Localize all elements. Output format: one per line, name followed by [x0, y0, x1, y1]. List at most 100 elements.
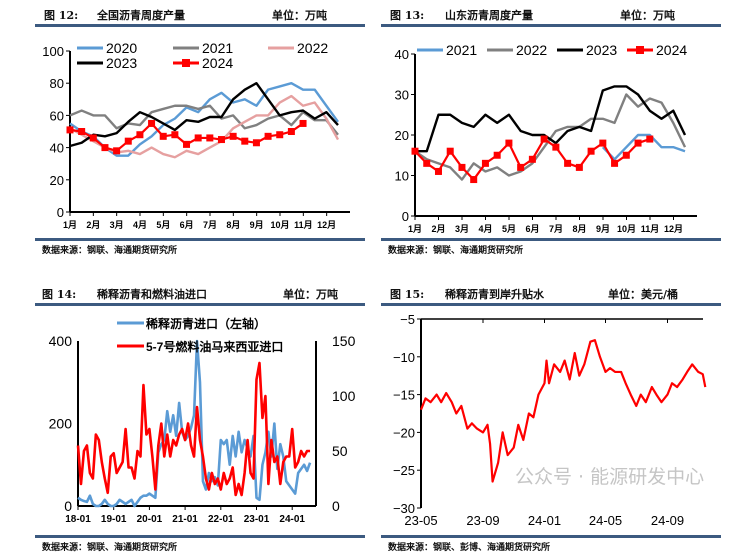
fig12-legend-label: 2022 — [297, 40, 328, 56]
fig13-x-tick-label: 7月 — [549, 224, 563, 234]
fig13-y-tick-label: 20 — [395, 128, 409, 143]
fig14-y-tick-label: 200 — [49, 416, 73, 432]
fig14-rule — [35, 303, 365, 306]
fig15-unit: 单位：美元/桶 — [608, 288, 679, 301]
fig13-series-2024-marker — [575, 163, 583, 171]
fig12-series-2024-marker — [101, 144, 109, 152]
fig13-series-2024-marker — [646, 135, 654, 143]
fig12-series-2024-marker — [299, 119, 307, 127]
fig13-series-2024-marker — [446, 147, 454, 155]
fig13-bottom-rule — [381, 238, 721, 241]
fig12-series-2024-marker — [89, 134, 97, 142]
fig14-unit: 单位：万吨 — [283, 288, 338, 301]
fig15-y-tick-label: −25 — [393, 463, 415, 478]
fig12-title: 全国沥青周度产量 — [97, 9, 185, 22]
fig13-series-2024-marker — [587, 147, 595, 155]
fig13-series-2024-marker — [470, 176, 478, 184]
fig13-series-2024-marker — [552, 143, 560, 151]
fig13-series-2024-marker — [528, 155, 536, 163]
fig12-y-tick-label: 20 — [50, 173, 64, 188]
fig12-bottom-rule — [35, 238, 365, 241]
fig12-legend-marker — [182, 59, 190, 67]
fig13-series-2024-marker — [540, 135, 548, 143]
fig15-number: 图 15: — [390, 288, 425, 301]
fig13-y-tick-label: 10 — [395, 169, 409, 184]
fig12-series-2024-marker — [287, 128, 295, 135]
fig14-y2-tick-label: 150 — [332, 333, 356, 349]
fig14-bottom-rule — [35, 535, 365, 538]
fig13-series-2024-marker — [599, 139, 607, 147]
fig14-x-tick-label: 19-01 — [101, 514, 127, 525]
fig13-series-2024-marker — [481, 159, 489, 167]
fig12-y-tick-label: 40 — [50, 141, 64, 156]
fig12-series-2024-marker — [276, 131, 284, 139]
fig14-x-tick-label: 18-01 — [65, 514, 91, 525]
fig13-series-2024-marker — [505, 139, 513, 147]
fig13-x-tick-label: 5月 — [502, 224, 516, 234]
fig13-legend-marker — [636, 46, 644, 54]
fig14-y-tick-label: 0 — [64, 498, 72, 514]
fig12-series-2024-marker — [217, 136, 225, 144]
fig12-series-2024-marker — [171, 131, 179, 139]
fig12-legend-label: 2020 — [106, 40, 137, 56]
fig15-rule — [381, 303, 721, 306]
fig12-series-2024-marker — [264, 132, 272, 140]
fig13-x-tick-label: 11月 — [641, 224, 660, 234]
fig14-y2-tick-label: 0 — [332, 498, 340, 514]
fig12-series-2024-marker — [124, 137, 132, 145]
fig15-y-tick-label: −5 — [400, 312, 415, 327]
fig13-series-2024-marker — [423, 159, 431, 167]
fig12-series-2023-line — [69, 81, 339, 148]
fig15-x-tick-label: 24-09 — [651, 513, 684, 528]
fig14-legend-label: 稀释沥青进口（左轴） — [146, 316, 266, 331]
fig12-y-tick-label: 100 — [42, 44, 64, 59]
fig15-title: 稀释沥青到岸升贴水 — [445, 288, 544, 301]
fig13-series-2024-marker — [411, 147, 419, 155]
fig12-y-tick-label: 60 — [50, 108, 64, 123]
fig15-x-tick-label: 23-09 — [466, 513, 499, 528]
fig13-series-2021-line — [601, 133, 686, 161]
fig14-x-tick-label: 22-01 — [208, 514, 234, 525]
fig13-x-tick-label: 6月 — [525, 224, 539, 234]
fig13-x-tick-label: 8月 — [572, 224, 586, 234]
fig15-x-tick-label: 23-05 — [404, 513, 437, 528]
fig13-legend-label: 2024 — [656, 42, 687, 58]
fig12-x-tick-label: 9月 — [250, 220, 264, 230]
fig14-y-tick-label: 400 — [49, 333, 73, 349]
fig15-source: 数据来源：钢联、彭博、海通期货研究所 — [388, 543, 551, 553]
fig13-x-tick-label: 9月 — [596, 224, 610, 234]
fig14-series-fuel-oil-line — [76, 361, 311, 497]
fig13-rule — [381, 24, 721, 27]
fig13-series-2022-line — [414, 93, 687, 181]
fig12-series-2024-marker — [252, 139, 260, 147]
fig13-series-2024-marker — [517, 163, 525, 171]
fig14-x-tick-label: 20-01 — [137, 514, 163, 525]
fig12-y-tick-label: 0 — [57, 205, 64, 220]
fig13-series-2024-marker — [434, 167, 442, 175]
fig13-legend-label: 2021 — [446, 42, 477, 58]
fig13-y-tick-label: 40 — [395, 47, 409, 62]
fig13-unit: 单位：万吨 — [620, 9, 675, 22]
fig12-x-tick-label: 11月 — [294, 220, 313, 230]
fig14-y2-tick-label: 100 — [332, 388, 356, 404]
fig15-x-tick-label: 24-05 — [589, 513, 622, 528]
fig12-legend-label: 2023 — [106, 55, 137, 71]
fig14-legend-label: 5-7号燃料油马来西亚进口 — [146, 339, 283, 354]
fig13-legend-label: 2022 — [516, 42, 547, 58]
fig13-number: 图 13: — [390, 9, 425, 22]
fig13-x-tick-label: 10月 — [617, 224, 636, 234]
fig15-y-tick-label: −30 — [393, 501, 415, 516]
fig12-series-2024-marker — [136, 131, 144, 139]
fig14-source: 数据来源：钢联、海通期货研究所 — [42, 543, 178, 553]
fig12-source: 数据来源：钢联、海通期货研究所 — [42, 246, 178, 256]
fig13-series-2024-marker — [564, 159, 572, 167]
fig13-x-tick-label: 4月 — [478, 224, 492, 234]
fig13-series-2024-marker — [493, 151, 501, 159]
fig12-x-tick-label: 6月 — [180, 220, 194, 230]
fig12-series-2024-marker — [194, 134, 202, 142]
fig14-x-tick-label: 24-01 — [279, 514, 305, 525]
fig12-series-2024-marker — [229, 132, 237, 140]
fig12-x-tick-label: 8月 — [226, 220, 240, 230]
